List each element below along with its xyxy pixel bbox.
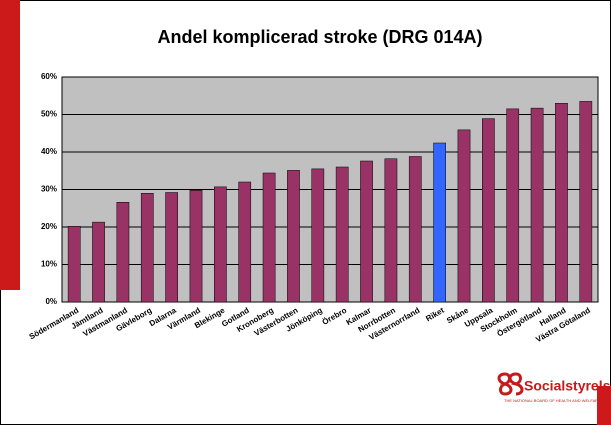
bar	[482, 118, 495, 303]
bar	[433, 142, 446, 303]
bar	[287, 170, 300, 303]
bar	[555, 103, 568, 303]
y-tick-label: 10%	[41, 260, 57, 269]
y-tick-label: 0%	[45, 297, 57, 306]
red-block	[597, 386, 611, 425]
bar	[579, 101, 593, 303]
bar	[189, 190, 203, 303]
logo-name: Socialstyrelsen	[524, 378, 611, 394]
bar	[506, 108, 520, 303]
bar	[92, 221, 105, 303]
bar	[165, 192, 178, 303]
y-tick-label: 40%	[41, 147, 57, 156]
y-tick-label: 50%	[41, 110, 57, 119]
bar	[335, 166, 349, 303]
bar	[530, 107, 544, 303]
bar	[214, 186, 227, 303]
bar	[311, 168, 325, 303]
bar	[140, 193, 154, 303]
bar	[116, 202, 130, 303]
bar	[408, 156, 422, 303]
bar	[384, 158, 398, 303]
logo-icon	[497, 372, 524, 396]
bar	[238, 181, 252, 303]
chart-title: Andel komplicerad stroke (DRG 014A)	[157, 27, 482, 47]
red-strip	[0, 0, 20, 290]
logo-tagline: THE NATIONAL BOARD OF HEALTH AND WELFARE	[504, 398, 601, 403]
bar	[67, 226, 81, 303]
y-tick-label: 30%	[41, 185, 57, 194]
bar	[360, 160, 373, 303]
bar	[457, 129, 471, 303]
bar	[262, 172, 276, 303]
y-tick-label: 20%	[41, 222, 57, 231]
y-tick-label: 60%	[41, 72, 57, 81]
logo: Socialstyrelsen THE NATIONAL BOARD OF HE…	[497, 372, 611, 403]
